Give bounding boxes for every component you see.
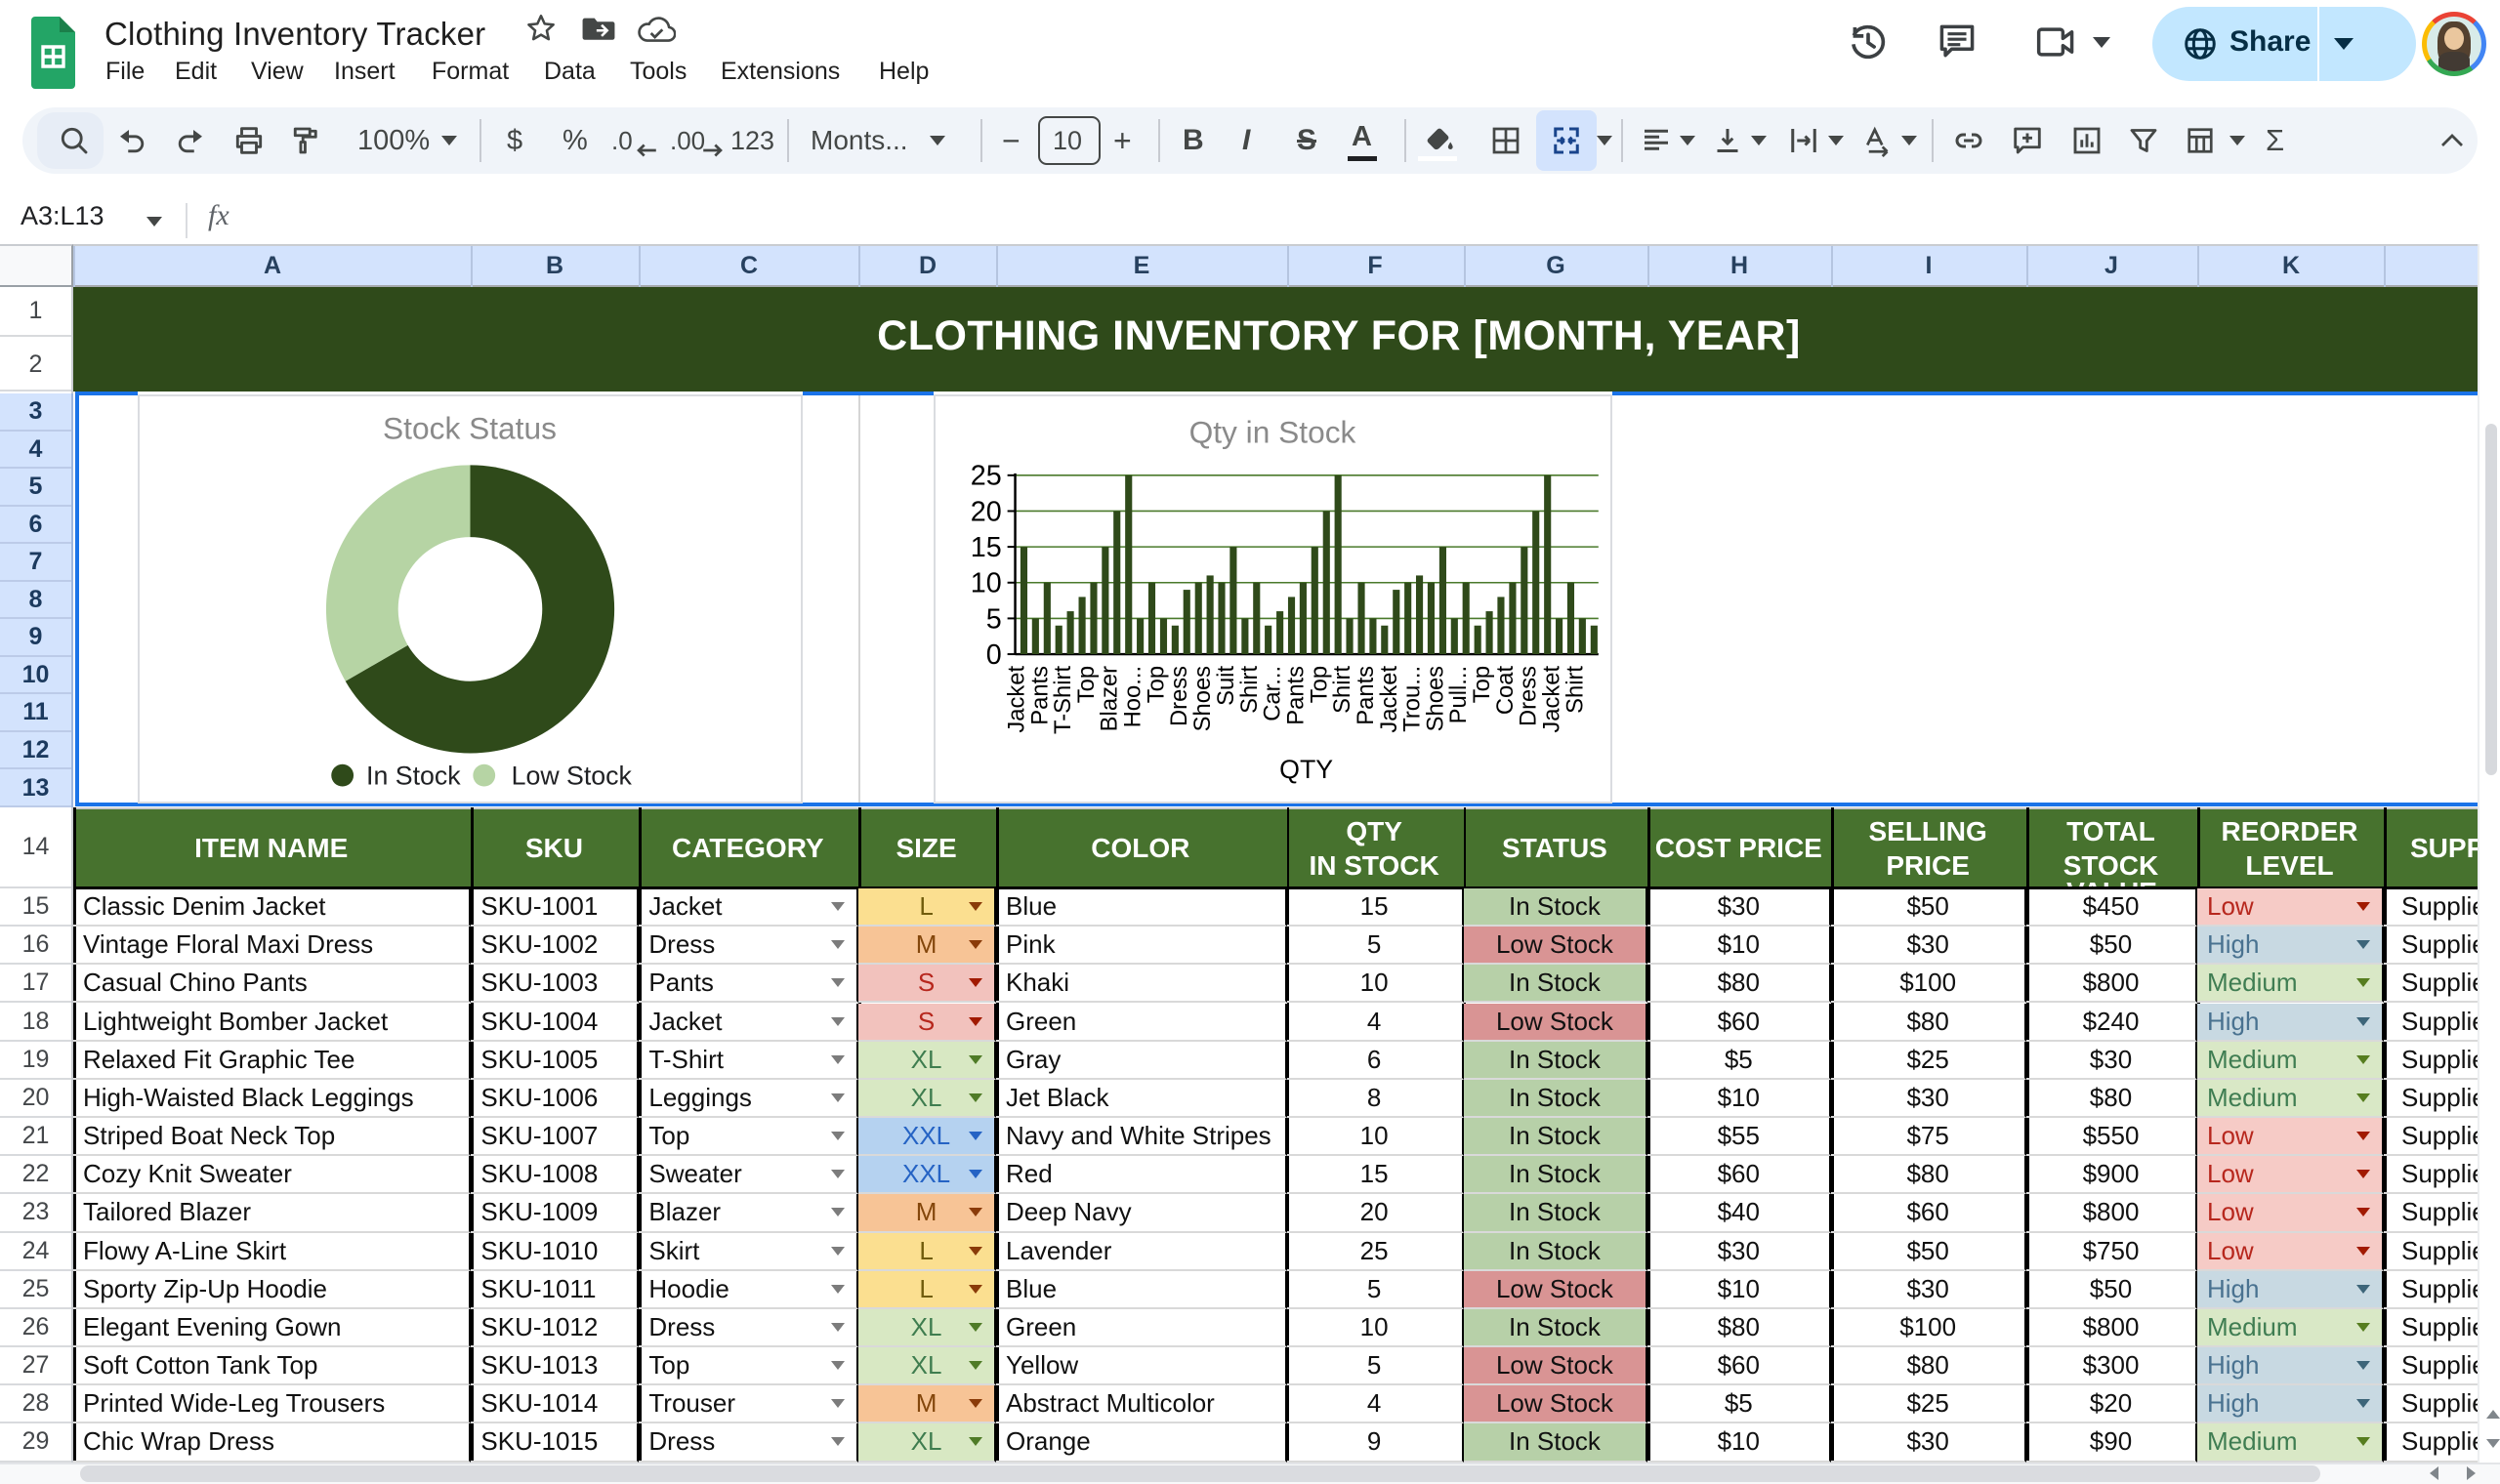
svg-text:Dress: Dress — [1516, 666, 1542, 726]
svg-text:Coat: Coat — [1492, 666, 1519, 716]
svg-text:20: 20 — [971, 496, 1002, 527]
svg-text:15: 15 — [971, 532, 1002, 563]
svg-text:Suit: Suit — [1213, 666, 1239, 706]
svg-text:Stock Status: Stock Status — [383, 411, 557, 446]
svg-text:0: 0 — [986, 639, 1002, 671]
svg-text:T-Shirt: T-Shirt — [1050, 666, 1076, 734]
svg-text:Shirt: Shirt — [1562, 666, 1588, 714]
svg-text:Shirt: Shirt — [1329, 666, 1355, 714]
svg-text:Jacket: Jacket — [1003, 666, 1029, 733]
svg-text:Pants: Pants — [1353, 666, 1379, 725]
svg-text:Top: Top — [1143, 666, 1169, 703]
svg-text:Trou...: Trou... — [1399, 666, 1426, 732]
svg-text:10: 10 — [971, 568, 1002, 599]
svg-text:Pull...: Pull... — [1445, 666, 1472, 723]
svg-text:Jacket: Jacket — [1376, 666, 1402, 733]
svg-text:In Stock: In Stock — [366, 762, 461, 791]
svg-text:25: 25 — [971, 461, 1002, 492]
svg-text:Pants: Pants — [1282, 666, 1309, 725]
svg-text:Dress: Dress — [1166, 666, 1192, 726]
svg-text:Blazer: Blazer — [1097, 666, 1123, 731]
svg-text:Shoes: Shoes — [1189, 666, 1216, 732]
svg-text:Low Stock: Low Stock — [512, 762, 633, 791]
svg-text:Car...: Car... — [1260, 666, 1286, 721]
svg-text:Shoes: Shoes — [1422, 666, 1448, 732]
svg-text:Jacket: Jacket — [1539, 666, 1565, 733]
svg-text:5: 5 — [986, 603, 1002, 635]
svg-text:Pants: Pants — [1026, 666, 1053, 725]
svg-text:QTY: QTY — [1279, 755, 1333, 784]
svg-text:Top: Top — [1073, 666, 1100, 703]
svg-text:Top: Top — [1469, 666, 1495, 703]
svg-text:Hoo...: Hoo... — [1120, 666, 1146, 727]
svg-text:Qty in Stock: Qty in Stock — [1189, 415, 1356, 450]
svg-text:Shirt: Shirt — [1236, 666, 1263, 714]
svg-text:Top: Top — [1306, 666, 1332, 703]
